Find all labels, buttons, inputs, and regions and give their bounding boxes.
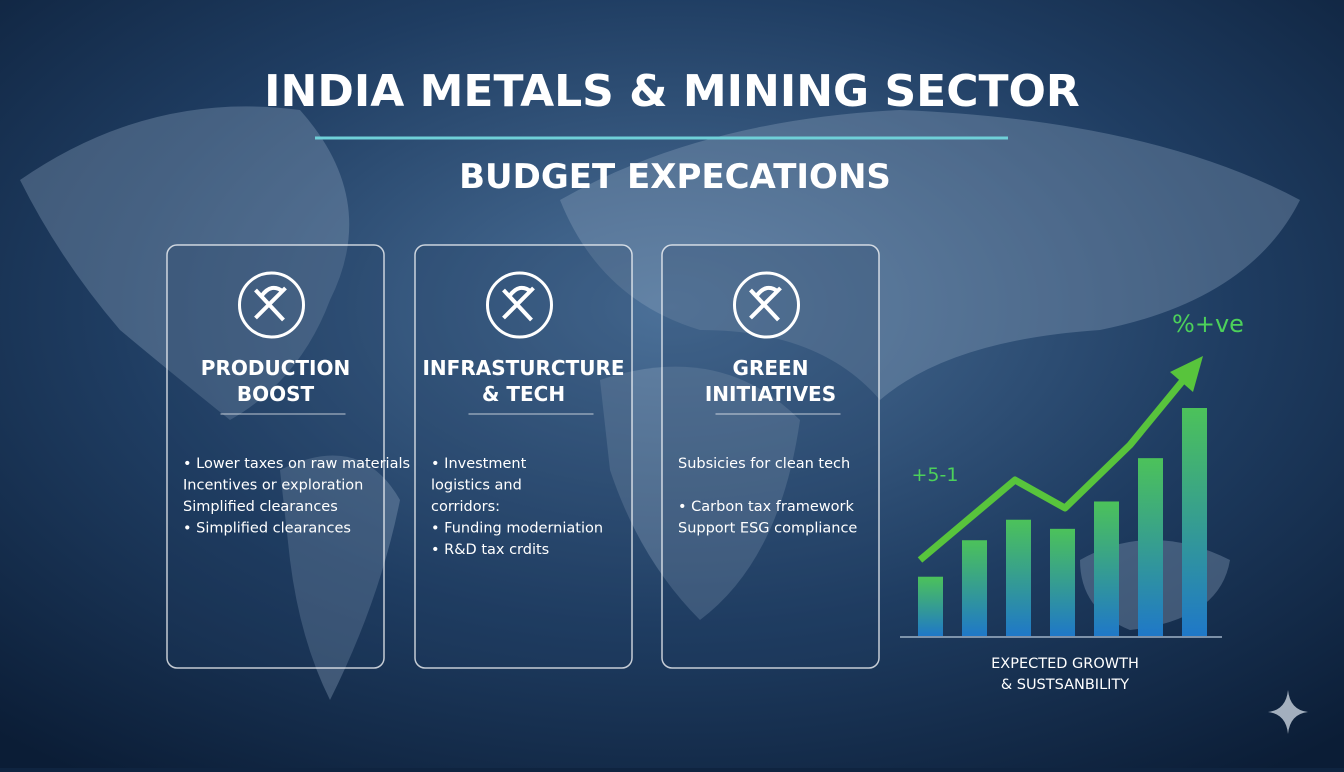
bar [918, 576, 943, 636]
annotation: +5-1 [912, 464, 959, 486]
card-item: Simplified clearances [183, 499, 338, 515]
title: INDIA METALS & MINING SECTOR [264, 66, 1080, 117]
card-item: corridors: [431, 499, 500, 515]
annotation: %+ve [1172, 310, 1244, 338]
growth-chart: %+ve +5-1 EXPECTED GROWTH & SUSTSANBILITY [900, 310, 1244, 693]
card-item: • Carbon tax framework [678, 499, 854, 515]
bar [1050, 528, 1075, 636]
card [166, 244, 385, 669]
card-icon [486, 271, 553, 339]
card-item: logistics and [431, 478, 522, 494]
card-item: • Simplified clearances [183, 521, 351, 537]
bar [1094, 501, 1119, 636]
card-icon [733, 271, 800, 339]
card-item: • Funding moderniation [431, 521, 603, 537]
bar [1138, 458, 1163, 636]
card-title: & TECH [482, 382, 565, 406]
bar [1006, 519, 1031, 636]
bar [962, 540, 987, 636]
card-title: BOOST [237, 382, 315, 406]
chart-caption: EXPECTED GROWTH [991, 656, 1139, 672]
trend-arrow [917, 375, 1188, 563]
card-icon [238, 271, 305, 339]
bar [1182, 408, 1207, 636]
card [661, 244, 880, 669]
card-icon-glyph [749, 285, 782, 322]
card-title: INITIATIVES [705, 382, 836, 406]
card-item: Support ESG compliance [678, 521, 857, 537]
card-item: • Lower taxes on raw materials [183, 456, 410, 472]
card-item: Subsicies for clean tech [678, 456, 850, 472]
arrow-head [1170, 356, 1203, 392]
card-icon-glyph [254, 285, 287, 322]
card-title: PRODUCTION [201, 356, 350, 380]
card-icon-glyph [502, 285, 535, 322]
chart-caption: & SUSTSANBILITY [1001, 677, 1129, 693]
card-title: INFRASTURCTURE [422, 356, 624, 380]
card-item: Incentives or exploration [183, 478, 363, 494]
card-item: • R&D tax crdits [431, 542, 549, 558]
sparkle [1268, 690, 1308, 734]
subtitle: BUDGET EXPECATIONS [459, 157, 891, 197]
card-title: GREEN [733, 356, 809, 380]
card-item: • Investment [431, 456, 527, 472]
card [414, 244, 633, 669]
